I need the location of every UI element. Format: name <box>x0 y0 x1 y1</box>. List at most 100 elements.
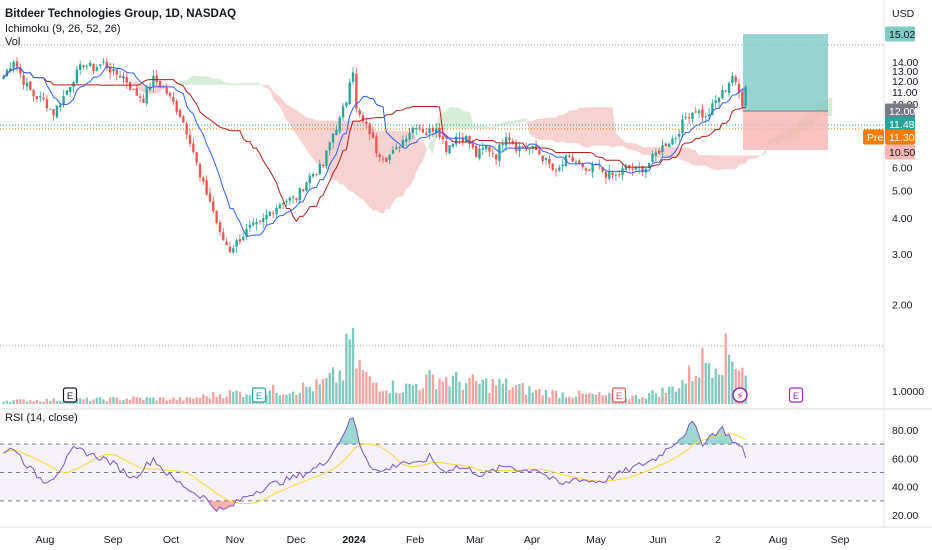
candle-body[interactable] <box>325 150 328 166</box>
candle-body[interactable] <box>278 204 282 209</box>
candle-body[interactable] <box>62 96 65 105</box>
candle-body[interactable] <box>378 154 381 157</box>
candle-body[interactable] <box>697 110 701 114</box>
candle-body[interactable] <box>152 75 155 87</box>
candle-body[interactable] <box>381 158 385 160</box>
candle-body[interactable] <box>222 232 225 241</box>
candle-body[interactable] <box>737 83 741 94</box>
candle-body[interactable] <box>578 160 581 164</box>
candle-body[interactable] <box>355 73 358 109</box>
candle-body[interactable] <box>158 81 162 88</box>
candle-body[interactable] <box>584 168 588 171</box>
candle-body[interactable] <box>215 211 218 223</box>
candle-body[interactable] <box>601 167 604 172</box>
volume-legend[interactable]: Vol <box>5 36 20 48</box>
candle-body[interactable] <box>52 109 55 116</box>
candle-body[interactable] <box>408 133 411 140</box>
candle-body[interactable] <box>704 116 707 118</box>
candle-body[interactable] <box>717 97 721 103</box>
candle-body[interactable] <box>681 119 684 134</box>
candle-body[interactable] <box>694 111 697 113</box>
candle-body[interactable] <box>395 147 398 149</box>
candle-body[interactable] <box>385 157 388 162</box>
candle-body[interactable] <box>225 241 228 246</box>
candle-body[interactable] <box>677 133 681 137</box>
candle-body[interactable] <box>301 189 305 192</box>
candle-body[interactable] <box>411 127 415 133</box>
candle-body[interactable] <box>651 154 654 163</box>
candle-body[interactable] <box>714 100 717 103</box>
event-markers[interactable]: E E E ⚡ E <box>62 387 804 403</box>
candle-body[interactable] <box>85 65 89 67</box>
candle-body[interactable] <box>701 109 704 118</box>
candle-body[interactable] <box>275 207 278 214</box>
candle-body[interactable] <box>421 128 425 133</box>
candle-body[interactable] <box>514 142 518 151</box>
candle-body[interactable] <box>308 175 311 184</box>
candle-body[interactable] <box>418 127 421 129</box>
candle-body[interactable] <box>691 112 694 119</box>
candle-body[interactable] <box>89 62 92 66</box>
rsi-pane[interactable] <box>0 417 884 513</box>
candle-body[interactable] <box>142 98 145 103</box>
candle-body[interactable] <box>15 61 19 67</box>
candle-body[interactable] <box>541 155 544 162</box>
candle-body[interactable] <box>674 138 677 139</box>
candle-body[interactable] <box>248 224 252 228</box>
candle-body[interactable] <box>295 198 298 201</box>
candle-body[interactable] <box>528 148 531 150</box>
candle-body[interactable] <box>92 63 95 72</box>
candle-body[interactable] <box>348 82 351 105</box>
candle-body[interactable] <box>228 246 232 253</box>
candle-body[interactable] <box>238 239 242 242</box>
candle-body[interactable] <box>361 115 365 122</box>
candle-body[interactable] <box>461 138 465 142</box>
candle-body[interactable] <box>165 87 168 94</box>
candle-body[interactable] <box>548 159 551 165</box>
candle-body[interactable] <box>398 146 401 149</box>
candle-body[interactable] <box>39 96 42 98</box>
candle-body[interactable] <box>328 142 331 151</box>
candle-body[interactable] <box>188 134 192 144</box>
candle-body[interactable] <box>581 163 584 168</box>
candle-body[interactable] <box>205 180 208 195</box>
candle-body[interactable] <box>574 161 578 163</box>
candle-body[interactable] <box>591 164 594 173</box>
candle-body[interactable] <box>65 90 69 95</box>
candle-body[interactable] <box>202 177 205 182</box>
candle-body[interactable] <box>148 87 152 90</box>
candle-body[interactable] <box>518 146 521 151</box>
candle-body[interactable] <box>335 129 338 136</box>
candle-body[interactable] <box>232 248 235 253</box>
candle-body[interactable] <box>305 182 308 192</box>
candle-body[interactable] <box>741 91 744 107</box>
candle-body[interactable] <box>262 218 265 223</box>
candle-body[interactable] <box>351 72 355 82</box>
candle-body[interactable] <box>282 202 285 204</box>
candle-body[interactable] <box>285 201 288 203</box>
candle-body[interactable] <box>135 87 138 96</box>
candle-body[interactable] <box>55 105 59 118</box>
candle-body[interactable] <box>69 86 72 93</box>
candle-body[interactable] <box>521 146 524 149</box>
candle-body[interactable] <box>112 69 115 72</box>
candle-body[interactable] <box>331 133 335 143</box>
candle-body[interactable] <box>711 103 714 115</box>
candle-body[interactable] <box>431 127 435 132</box>
candle-body[interactable] <box>388 154 391 161</box>
candlesticks[interactable] <box>2 57 747 255</box>
candle-body[interactable] <box>608 170 611 179</box>
candle-body[interactable] <box>624 165 628 171</box>
candle-body[interactable] <box>657 150 661 154</box>
lightning-icon[interactable] <box>732 387 748 403</box>
candle-body[interactable] <box>375 136 378 154</box>
candle-body[interactable] <box>35 96 39 99</box>
candle-body[interactable] <box>138 96 142 98</box>
candle-body[interactable] <box>182 116 185 123</box>
earnings-icon[interactable] <box>62 387 78 403</box>
candle-body[interactable] <box>511 141 514 144</box>
candle-body[interactable] <box>481 147 484 150</box>
candle-body[interactable] <box>49 108 52 110</box>
candle-body[interactable] <box>455 136 458 145</box>
